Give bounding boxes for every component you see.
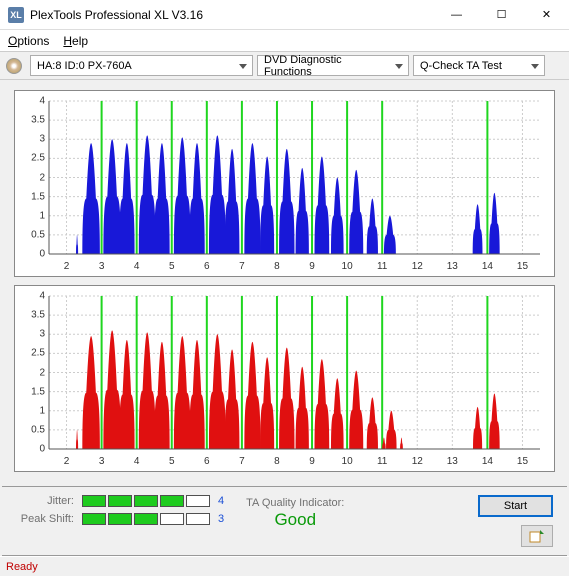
x-tick-label: 11 (377, 261, 387, 272)
function-selector[interactable]: DVD Diagnostic Functions (257, 55, 409, 76)
x-tick-label: 8 (274, 261, 280, 272)
x-tick-label: 7 (239, 261, 245, 272)
y-tick-label: 4 (21, 96, 45, 107)
x-tick-label: 9 (309, 261, 315, 272)
drive-value: HA:8 ID:0 PX-760A (37, 60, 132, 72)
toolbar: HA:8 ID:0 PX-760A DVD Diagnostic Functio… (0, 52, 569, 80)
x-tick-label: 2 (64, 456, 70, 467)
y-tick-label: 0 (21, 249, 45, 260)
y-tick-label: 2.5 (21, 153, 45, 164)
chart-area: 00.511.522.533.5423456789101112131415 00… (0, 80, 569, 486)
maximize-button[interactable]: ☐ (479, 0, 524, 29)
y-tick-label: 2 (21, 367, 45, 378)
meter-segment (160, 513, 184, 525)
status-bar: Ready (0, 556, 569, 576)
x-tick-label: 4 (134, 456, 140, 467)
minimize-button[interactable]: — (434, 0, 479, 29)
bottom-panel: Jitter: 4 Peak Shift: 3 TA Quality Indic… (2, 486, 567, 556)
x-tick-label: 10 (342, 456, 353, 467)
meter-segment (82, 495, 106, 507)
export-button[interactable] (521, 525, 553, 547)
y-tick-label: 1.5 (21, 191, 45, 202)
meter-segment (108, 513, 132, 525)
x-tick-label: 5 (169, 261, 175, 272)
jitter-label: Jitter: (16, 495, 74, 507)
test-value: Q-Check TA Test (420, 60, 502, 72)
test-selector[interactable]: Q-Check TA Test (413, 55, 545, 76)
y-tick-label: 1 (21, 405, 45, 416)
meter-segment (160, 495, 184, 507)
y-tick-label: 0 (21, 444, 45, 455)
x-tick-label: 8 (274, 456, 280, 467)
x-tick-label: 12 (412, 261, 423, 272)
y-tick-label: 3 (21, 134, 45, 145)
drive-selector[interactable]: HA:8 ID:0 PX-760A (30, 55, 253, 76)
quality-value: Good (274, 510, 316, 530)
jitter-value: 4 (218, 495, 224, 507)
app-logo-icon: XL (8, 7, 24, 23)
meter-segment (134, 513, 158, 525)
meter-segment (186, 495, 210, 507)
x-tick-label: 11 (377, 456, 387, 467)
window-title: PlexTools Professional XL V3.16 (30, 8, 434, 22)
chart-bottom: 0 0.5 1 1.5 2 2.5 3 3.5 4 2 3 4 5 6 7 8 9 10 11 12 13 14 15 (14, 285, 555, 472)
x-tick-label: 10 (342, 261, 353, 272)
x-tick-label: 3 (99, 261, 105, 272)
peakshift-label: Peak Shift: (16, 513, 74, 525)
menu-options[interactable]: Options (8, 34, 49, 48)
x-tick-label: 6 (204, 456, 210, 467)
peakshift-meter: Peak Shift: 3 (16, 513, 224, 525)
x-tick-label: 13 (447, 261, 458, 272)
y-tick-label: 4 (21, 291, 45, 302)
meter-segment (134, 495, 158, 507)
x-tick-label: 13 (447, 456, 458, 467)
y-tick-label: 0.5 (21, 424, 45, 435)
y-tick-label: 2 (21, 172, 45, 183)
x-tick-label: 3 (99, 456, 105, 467)
x-tick-label: 4 (134, 261, 140, 272)
menu-help[interactable]: Help (63, 34, 88, 48)
meter-segment (108, 495, 132, 507)
status-text: Ready (6, 561, 38, 573)
y-tick-label: 3.5 (21, 115, 45, 126)
y-tick-label: 1.5 (21, 386, 45, 397)
x-tick-label: 7 (239, 456, 245, 467)
x-tick-label: 14 (482, 261, 493, 272)
meters: Jitter: 4 Peak Shift: 3 (16, 495, 224, 525)
start-button[interactable]: Start (478, 495, 553, 517)
menubar: Options Help (0, 30, 569, 52)
x-tick-label: 9 (309, 456, 315, 467)
y-tick-label: 3 (21, 329, 45, 340)
disc-icon (6, 58, 22, 74)
x-tick-label: 14 (482, 456, 493, 467)
meter-segment (186, 513, 210, 525)
meter-segment (82, 513, 106, 525)
x-tick-label: 6 (204, 261, 210, 272)
close-button[interactable]: ✕ (524, 0, 569, 29)
x-tick-label: 5 (169, 456, 175, 467)
quality-label: TA Quality Indicator: (246, 497, 344, 509)
y-tick-label: 2.5 (21, 348, 45, 359)
x-tick-label: 15 (517, 261, 528, 272)
jitter-meter: Jitter: 4 (16, 495, 224, 507)
x-tick-label: 15 (517, 456, 528, 467)
y-tick-label: 0.5 (21, 229, 45, 240)
x-tick-label: 2 (64, 261, 70, 272)
y-tick-label: 1 (21, 210, 45, 221)
function-value: DVD Diagnostic Functions (264, 54, 390, 78)
peakshift-value: 3 (218, 513, 224, 525)
quality-indicator: TA Quality Indicator: Good (246, 497, 344, 530)
export-icon (529, 529, 545, 543)
x-tick-label: 12 (412, 456, 423, 467)
titlebar: XL PlexTools Professional XL V3.16 — ☐ ✕ (0, 0, 569, 30)
y-tick-label: 3.5 (21, 310, 45, 321)
chart-top: 0 0.5 1 1.5 2 2.5 3 3.5 4 2 3 4 5 6 7 8 9 10 11 12 13 14 15 (14, 90, 555, 277)
